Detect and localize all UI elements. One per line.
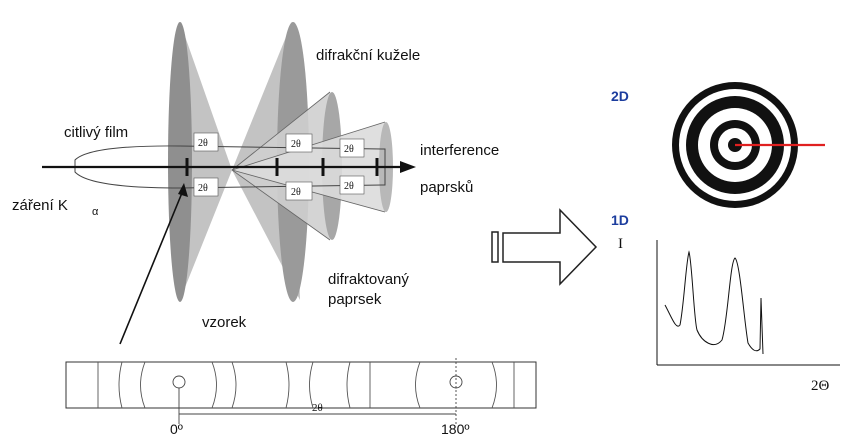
- diffractogram: [656, 240, 840, 366]
- angle-label: 2θ: [291, 139, 301, 150]
- radiation-label: záření K: [12, 197, 68, 214]
- intensity-curve: [664, 250, 764, 355]
- y-axis-label: I: [618, 236, 623, 252]
- angle-boxes: 2θ 2θ 2θ 2θ 2θ 2θ: [193, 132, 365, 201]
- deg180-label: 180º: [441, 421, 469, 434]
- diffraction-cones: [168, 22, 393, 302]
- angle-label: 2θ: [198, 183, 208, 194]
- sample-pointer-head: [178, 183, 188, 197]
- diffracted-label-2: paprsek: [328, 291, 382, 308]
- interference-label-1: interference: [420, 142, 499, 159]
- transition-arrow: [491, 208, 598, 286]
- beam-arrowhead: [400, 161, 416, 173]
- x-axis-label: 2Θ: [811, 378, 830, 394]
- diffracted-label-1: difraktovaný: [328, 271, 409, 288]
- sample-label: vzorek: [202, 314, 247, 331]
- interference-label-2: paprsků: [420, 179, 473, 196]
- angle-label: 2θ: [344, 144, 354, 155]
- two-theta-label: 2θ: [312, 402, 323, 414]
- back-cone-base: [168, 22, 192, 302]
- angle-label: 2θ: [344, 181, 354, 192]
- film-label: citlivý film: [64, 124, 128, 141]
- label-2d: 2D: [611, 88, 629, 104]
- sample-pointer: [119, 187, 185, 345]
- film-marks: [185, 158, 379, 176]
- back-cone: [180, 22, 232, 300]
- film-strip: [65, 358, 537, 424]
- cones-label: difrakční kužele: [316, 47, 420, 64]
- film-hole-left: [172, 375, 186, 389]
- angle-label: 2θ: [198, 138, 208, 149]
- angle-label: 2θ: [291, 187, 301, 198]
- zero-degree-label: 0º: [170, 421, 183, 434]
- radiation-subscript: α: [92, 206, 99, 218]
- label-1d: 1D: [611, 212, 629, 228]
- film-cylinder: [74, 145, 386, 189]
